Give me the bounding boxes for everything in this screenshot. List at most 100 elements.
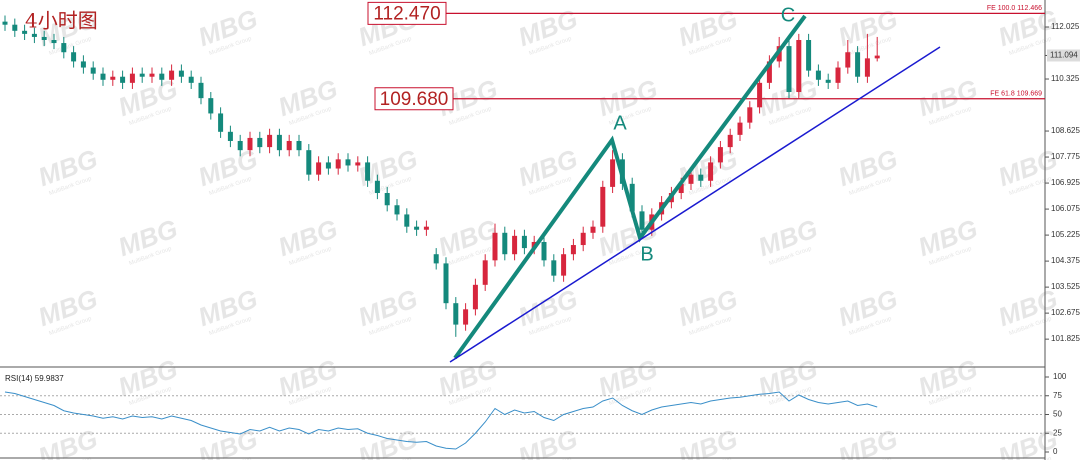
candle-body bbox=[551, 260, 557, 276]
candle-body bbox=[698, 174, 704, 181]
level-box bbox=[374, 87, 454, 111]
candle-body bbox=[610, 159, 616, 187]
candle-body bbox=[874, 55, 880, 59]
candle-body bbox=[365, 162, 371, 181]
candle-body bbox=[355, 162, 361, 166]
candle-body bbox=[335, 159, 341, 169]
candle-body bbox=[296, 140, 302, 151]
candle-body bbox=[198, 82, 204, 99]
candle-body bbox=[414, 226, 420, 230]
level-note: FE 61.8 109.669 bbox=[990, 91, 1042, 98]
rsi-line bbox=[4, 391, 878, 450]
candle-body bbox=[521, 235, 527, 249]
candle-body bbox=[129, 73, 135, 83]
candle-body bbox=[61, 43, 67, 53]
candle-body bbox=[80, 61, 86, 68]
candle-body bbox=[717, 147, 723, 163]
candle-body bbox=[796, 39, 802, 93]
level-label: 112.470 bbox=[373, 3, 440, 24]
candle-body bbox=[502, 232, 508, 255]
candle-body bbox=[433, 254, 439, 264]
candle-body bbox=[247, 137, 253, 151]
candle-body bbox=[443, 263, 449, 304]
candle-body bbox=[208, 98, 214, 114]
candle-body bbox=[257, 137, 263, 148]
candle-body bbox=[423, 226, 429, 230]
candle-body bbox=[110, 76, 116, 80]
candle-body bbox=[766, 61, 772, 83]
candle-body bbox=[688, 174, 694, 184]
y-tick-label: 101.825 bbox=[1051, 334, 1080, 343]
candle-body bbox=[149, 73, 155, 77]
candle-body bbox=[806, 39, 812, 71]
candle-body bbox=[159, 73, 165, 80]
candle-body bbox=[786, 46, 792, 93]
candle-body bbox=[22, 30, 28, 34]
current-price-box bbox=[1047, 49, 1080, 62]
candle-body bbox=[325, 162, 331, 169]
level-box bbox=[367, 1, 447, 25]
candle-body bbox=[71, 52, 77, 62]
point-label: A bbox=[613, 112, 627, 134]
candle-body bbox=[463, 309, 469, 325]
candle-body bbox=[2, 21, 8, 25]
candle-body bbox=[169, 70, 175, 80]
level-label: 109.680 bbox=[380, 89, 449, 110]
candle-body bbox=[855, 52, 861, 77]
candle-body bbox=[815, 70, 821, 80]
y-tick-label: 107.775 bbox=[1051, 152, 1080, 161]
trend-line bbox=[449, 46, 941, 363]
candle-body bbox=[561, 254, 567, 276]
candle-body bbox=[276, 134, 282, 151]
candle-body bbox=[374, 180, 380, 194]
candle-body bbox=[541, 241, 547, 261]
pattern-line bbox=[453, 14, 807, 360]
candle-body bbox=[237, 140, 243, 151]
candle-body bbox=[472, 284, 478, 310]
candle-body bbox=[570, 245, 576, 255]
y-tick-label: 108.625 bbox=[1051, 126, 1080, 135]
candle-body bbox=[306, 150, 312, 175]
candle-body bbox=[139, 73, 145, 77]
candle-body bbox=[757, 82, 763, 108]
candle-body bbox=[639, 211, 645, 230]
candle-body bbox=[178, 70, 184, 77]
y-tick-label: 0 bbox=[1053, 447, 1058, 456]
candle-body bbox=[708, 162, 714, 181]
point-label: B bbox=[640, 243, 653, 265]
candle-body bbox=[267, 134, 273, 148]
y-tick-label: 106.925 bbox=[1051, 178, 1080, 187]
y-tick-label: 110.325 bbox=[1051, 74, 1080, 83]
candle-body bbox=[12, 24, 18, 31]
y-tick-label: 103.525 bbox=[1051, 282, 1080, 291]
candle-body bbox=[600, 186, 606, 227]
candle-body bbox=[825, 79, 831, 83]
candle-body bbox=[394, 205, 400, 215]
candle-body bbox=[345, 159, 351, 166]
candle-body bbox=[286, 140, 292, 151]
candle-body bbox=[747, 107, 753, 123]
candle-body bbox=[737, 122, 743, 135]
y-tick-label: 100 bbox=[1053, 372, 1067, 381]
candle-body bbox=[316, 162, 322, 175]
candle-body bbox=[482, 260, 488, 285]
level-note: FE 100.0 112.466 bbox=[987, 5, 1042, 12]
y-tick-label: 106.075 bbox=[1051, 204, 1080, 213]
candle-body bbox=[404, 214, 410, 227]
chart-title: 4小时图 bbox=[25, 9, 98, 33]
current-price: 111.094 bbox=[1050, 51, 1078, 60]
candle-body bbox=[90, 67, 96, 74]
candle-body bbox=[100, 73, 106, 80]
candle-body bbox=[453, 303, 459, 325]
candle-body bbox=[218, 113, 224, 132]
candle-body bbox=[51, 39, 57, 44]
candle-body bbox=[845, 52, 851, 68]
candle-body bbox=[678, 183, 684, 194]
candle-body bbox=[384, 193, 390, 206]
candle-body bbox=[512, 235, 518, 255]
candle-body bbox=[188, 76, 194, 83]
y-tick-label: 104.375 bbox=[1051, 256, 1080, 265]
candle-body bbox=[629, 183, 635, 212]
